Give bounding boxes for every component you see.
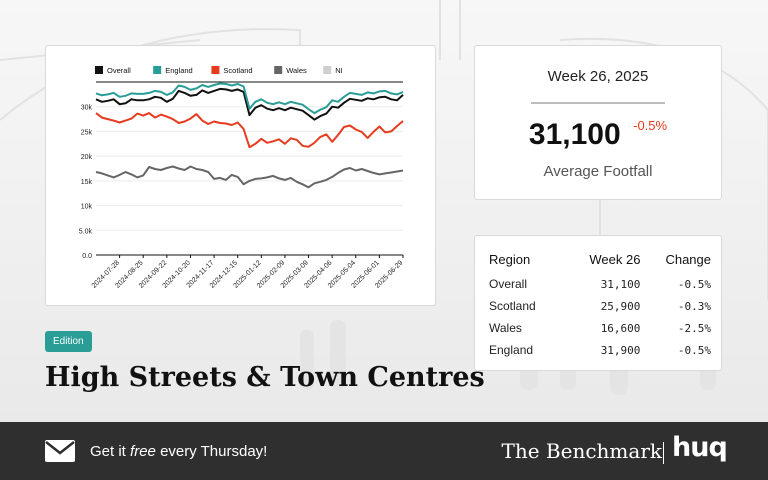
table-row: Overall 31,100 -0.5%: [489, 274, 711, 296]
kpi-divider: [531, 102, 665, 104]
cta-prefix: Get it: [90, 443, 126, 460]
page-title: High Streets & Town Centres: [45, 362, 485, 393]
table-header-row: Region Week 26 Change: [489, 252, 711, 274]
y-tick-label: 30k: [81, 105, 93, 112]
kpi-value: 31,100: [528, 118, 621, 151]
series-line-overall: [95, 87, 404, 121]
region-table: Region Week 26 Change Overall 31,100 -0.…: [489, 252, 711, 362]
header-week: Week 26: [589, 252, 641, 267]
row-region: Overall: [489, 277, 528, 291]
mail-icon[interactable]: [45, 440, 75, 462]
y-tick-label: 20k: [81, 154, 93, 161]
legend-label-wales: Wales: [286, 66, 307, 75]
edition-badge: Edition: [45, 331, 92, 352]
legend-label-ni: NI: [335, 66, 343, 75]
footer-bar: Get it free every Thursday! The Benchmar…: [0, 422, 768, 480]
region-table-card: Region Week 26 Change Overall 31,100 -0.…: [474, 235, 722, 371]
row-change: -0.5%: [677, 277, 711, 291]
row-week-value: 16,600: [600, 321, 641, 335]
row-change: -0.5%: [677, 343, 711, 357]
brand-name: The Benchmark: [501, 439, 662, 463]
legend-label-scotland: Scotland: [223, 66, 252, 75]
kpi-value-row: 31,100 -0.5%: [475, 118, 721, 152]
kpi-label: Average Footfall: [543, 163, 653, 180]
series-line-england: [95, 82, 404, 115]
table-row: Wales 16,600 -2.5%: [489, 318, 711, 340]
footfall-line-chart: 0.05.0k10k15k20k25k30k2024-07-282024-08-…: [79, 66, 404, 290]
table-row: England 31,900 -0.5%: [489, 340, 711, 362]
brand-divider: [663, 442, 664, 464]
row-region: Wales: [489, 321, 522, 335]
cta-suffix: every Thursday!: [160, 443, 268, 460]
header-region: Region: [489, 252, 531, 267]
table-row: Scotland 25,900 -0.3%: [489, 296, 711, 318]
legend-swatch-overall: [95, 66, 103, 74]
row-region: Scotland: [489, 299, 536, 313]
series-line-scotland: [95, 112, 404, 149]
row-week-value: 31,900: [600, 343, 641, 357]
row-change: -2.5%: [677, 321, 711, 335]
row-region: England: [489, 343, 534, 357]
header-change: Change: [665, 252, 711, 267]
kpi-change: -0.5%: [633, 118, 668, 134]
row-week-value: 31,100: [600, 277, 641, 291]
legend-swatch-wales: [274, 66, 283, 74]
subscribe-cta[interactable]: Get it free every Thursday!: [90, 443, 267, 460]
row-change: -0.3%: [677, 299, 711, 313]
y-tick-label: 25k: [81, 129, 93, 136]
legend-label-england: England: [165, 66, 193, 75]
row-week-value: 25,900: [600, 299, 641, 313]
legend-swatch-scotland: [211, 66, 220, 74]
cta-emphasis: free: [130, 443, 156, 460]
y-tick-label: 5.0k: [79, 228, 93, 235]
y-tick-label: 15k: [81, 179, 93, 186]
kpi-card: Week 26, 2025 31,100 -0.5% Average Footf…: [474, 45, 722, 200]
legend-swatch-england: [153, 66, 162, 74]
y-tick-label: 10k: [81, 204, 93, 211]
kpi-week: Week 26, 2025: [547, 68, 649, 85]
legend-swatch-ni: [323, 66, 332, 74]
legend-label-overall: Overall: [107, 66, 131, 75]
huq-logo: huq: [672, 432, 728, 463]
y-tick-label: 0.0: [82, 253, 92, 260]
series-line-wales: [95, 165, 404, 189]
footfall-chart-card: 0.0 5.0k 10k 15k 20k 25k 30k 2024-07-28 2024-08-…: [45, 45, 436, 306]
